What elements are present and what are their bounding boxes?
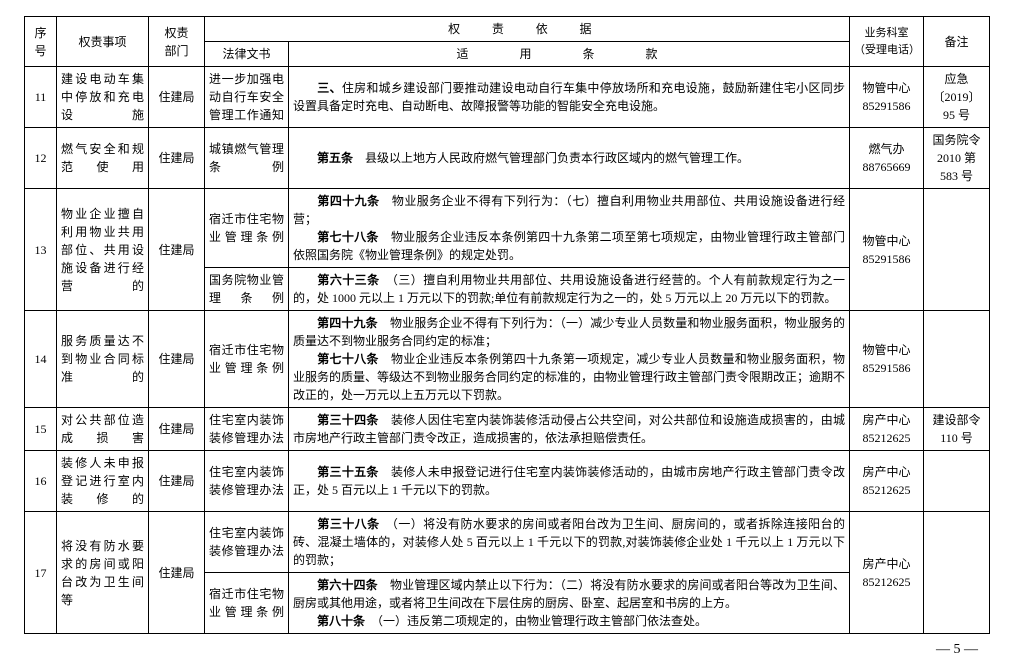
cell-note: 应急 〔2019〕 95 号 bbox=[924, 67, 990, 128]
cell-note bbox=[924, 311, 990, 408]
cell-clause: 第六十四条 物业管理区域内禁止以下行为：（二）将没有防水要求的房间或者阳台等改为… bbox=[289, 573, 850, 634]
cell-doc: 宿迁市住宅物业管理条例 bbox=[205, 573, 289, 634]
cell-clause: 第四十九条 物业服务企业不得有下列行为：（一）减少专业人员数量和物业服务面积，物… bbox=[289, 311, 850, 408]
h-dept: 权责 部门 bbox=[149, 17, 205, 67]
cell-dept: 住建局 bbox=[149, 408, 205, 451]
cell-matter: 燃气安全和规范使用 bbox=[57, 128, 149, 189]
cell-seq: 13 bbox=[25, 189, 57, 311]
cell-doc: 住宅室内装饰装修管理办法 bbox=[205, 451, 289, 512]
cell-doc: 进一步加强电动自行车安全管理工作通知 bbox=[205, 67, 289, 128]
table-row: 16 装修人未申报登记进行室内装修的 住建局 住宅室内装饰装修管理办法 第三十五… bbox=[25, 451, 990, 512]
cell-office: 房产中心85212625 bbox=[850, 408, 924, 451]
cell-doc: 住宅室内装饰装修管理办法 bbox=[205, 512, 289, 573]
table-row: 15 对公共部位造成损害 住建局 住宅室内装饰装修管理办法 第三十四条 装修人因… bbox=[25, 408, 990, 451]
cell-note: 建设部令 110 号 bbox=[924, 408, 990, 451]
cell-seq: 12 bbox=[25, 128, 57, 189]
cell-note bbox=[924, 451, 990, 512]
header-row-1: 序号 权责事项 权责 部门 权 责 依 据 业务科室 （受理电话） 备注 bbox=[25, 17, 990, 42]
cell-dept: 住建局 bbox=[149, 451, 205, 512]
cell-doc: 宿迁市住宅物业管理条例 bbox=[205, 189, 289, 268]
cell-doc: 宿迁市住宅物业管理条例 bbox=[205, 311, 289, 408]
cell-clause: 第六十三条 （三）擅自利用物业共用部位、共用设施设备进行经营的。个人有前款规定行… bbox=[289, 268, 850, 311]
cell-office: 物管中心85291586 bbox=[850, 311, 924, 408]
cell-doc: 城镇燃气管理条例 bbox=[205, 128, 289, 189]
table-row: 11 建设电动车集中停放和充电设施 住建局 进一步加强电动自行车安全管理工作通知… bbox=[25, 67, 990, 128]
table-row: 13 物业企业擅自利用物业共用部位、共用设施设备进行经营的 住建局 宿迁市住宅物… bbox=[25, 189, 990, 268]
regulation-table: 序号 权责事项 权责 部门 权 责 依 据 业务科室 （受理电话） 备注 法律文… bbox=[24, 16, 990, 634]
cell-doc: 住宅室内装饰装修管理办法 bbox=[205, 408, 289, 451]
cell-clause: 第四十九条 物业服务企业不得有下列行为：（七）擅自利用物业共用部位、共用设施设备… bbox=[289, 189, 850, 268]
cell-matter: 建设电动车集中停放和充电设施 bbox=[57, 67, 149, 128]
h-basis: 权 责 依 据 bbox=[205, 17, 850, 42]
h-note: 备注 bbox=[924, 17, 990, 67]
cell-matter: 物业企业擅自利用物业共用部位、共用设施设备进行经营的 bbox=[57, 189, 149, 311]
cell-clause: 三、住房和城乡建设部门要推动建设电动自行车集中停放场所和充电设施，鼓励新建住宅小… bbox=[289, 67, 850, 128]
cell-clause: 第三十八条 （一）将没有防水要求的房间或者阳台改为卫生间、厨房间的，或者拆除连接… bbox=[289, 512, 850, 573]
cell-doc: 国务院物业管理条例 bbox=[205, 268, 289, 311]
cell-clause: 第三十四条 装修人因住宅室内装饰装修活动侵占公共空间，对公共部位和设施造成损害的… bbox=[289, 408, 850, 451]
cell-office: 物管中心85291586 bbox=[850, 67, 924, 128]
cell-dept: 住建局 bbox=[149, 189, 205, 311]
cell-dept: 住建局 bbox=[149, 512, 205, 634]
cell-matter: 装修人未申报登记进行室内装修的 bbox=[57, 451, 149, 512]
cell-note bbox=[924, 189, 990, 311]
cell-matter: 对公共部位造成损害 bbox=[57, 408, 149, 451]
cell-clause: 第五条 县级以上地方人民政府燃气管理部门负责本行政区域内的燃气管理工作。 bbox=[289, 128, 850, 189]
table-row: 14 服务质量达不到物业合同标准的 住建局 宿迁市住宅物业管理条例 第四十九条 … bbox=[25, 311, 990, 408]
cell-matter: 将没有防水要求的房间或阳台改为卫生间等 bbox=[57, 512, 149, 634]
cell-clause: 第三十五条 装修人未申报登记进行住宅室内装饰装修活动的，由城市房地产行政主管部门… bbox=[289, 451, 850, 512]
cell-dept: 住建局 bbox=[149, 311, 205, 408]
cell-office: 房产中心85212625 bbox=[850, 512, 924, 634]
h-doc: 法律文书 bbox=[205, 42, 289, 67]
cell-seq: 14 bbox=[25, 311, 57, 408]
cell-seq: 16 bbox=[25, 451, 57, 512]
table-row: 17 将没有防水要求的房间或阳台改为卫生间等 住建局 住宅室内装饰装修管理办法 … bbox=[25, 512, 990, 573]
h-matter: 权责事项 bbox=[57, 17, 149, 67]
cell-note bbox=[924, 512, 990, 634]
cell-note: 国务院令 2010 第 583 号 bbox=[924, 128, 990, 189]
cell-dept: 住建局 bbox=[149, 128, 205, 189]
cell-office: 燃气办88765669 bbox=[850, 128, 924, 189]
cell-office: 物管中心85291586 bbox=[850, 189, 924, 311]
table-row: 12 燃气安全和规范使用 住建局 城镇燃气管理条例 第五条 县级以上地方人民政府… bbox=[25, 128, 990, 189]
page-number: — 5 — bbox=[24, 642, 990, 658]
cell-office: 房产中心85212625 bbox=[850, 451, 924, 512]
h-seq: 序号 bbox=[25, 17, 57, 67]
h-office: 业务科室 （受理电话） bbox=[850, 17, 924, 67]
cell-matter: 服务质量达不到物业合同标准的 bbox=[57, 311, 149, 408]
h-clause: 适 用 条 款 bbox=[289, 42, 850, 67]
cell-seq: 15 bbox=[25, 408, 57, 451]
cell-seq: 11 bbox=[25, 67, 57, 128]
cell-seq: 17 bbox=[25, 512, 57, 634]
cell-dept: 住建局 bbox=[149, 67, 205, 128]
